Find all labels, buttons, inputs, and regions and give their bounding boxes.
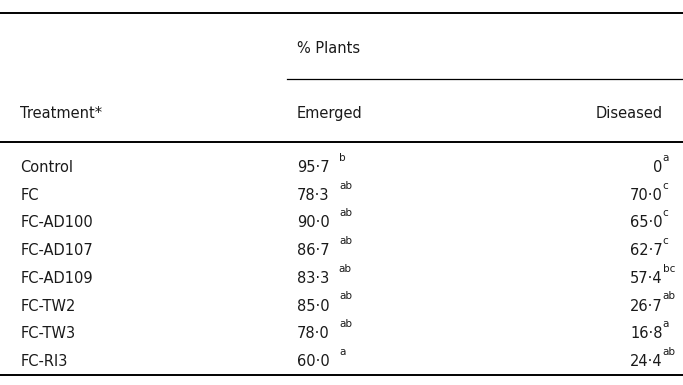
Text: bc: bc — [663, 264, 675, 274]
Text: Control: Control — [20, 160, 74, 175]
Text: ab: ab — [339, 264, 352, 274]
Text: 83·3: 83·3 — [297, 271, 329, 286]
Text: 24·4: 24·4 — [630, 354, 663, 369]
Text: FC-AD107: FC-AD107 — [20, 243, 94, 258]
Text: ab: ab — [339, 181, 352, 191]
Text: a: a — [663, 319, 669, 329]
Text: 57·4: 57·4 — [630, 271, 663, 286]
Text: b: b — [339, 153, 346, 163]
Text: ab: ab — [339, 291, 352, 301]
Text: % Plants: % Plants — [297, 41, 360, 55]
Text: a: a — [663, 153, 669, 163]
Text: 78·0: 78·0 — [297, 326, 330, 341]
Text: 85·0: 85·0 — [297, 299, 330, 313]
Text: FC-TW2: FC-TW2 — [20, 299, 76, 313]
Text: ab: ab — [339, 236, 352, 246]
Text: 95·7: 95·7 — [297, 160, 330, 175]
Text: FC-AD109: FC-AD109 — [20, 271, 93, 286]
Text: 90·0: 90·0 — [297, 216, 330, 230]
Text: FC-AD100: FC-AD100 — [20, 216, 94, 230]
Text: Diseased: Diseased — [596, 106, 663, 121]
Text: 0: 0 — [653, 160, 663, 175]
Text: 65·0: 65·0 — [630, 216, 663, 230]
Text: ab: ab — [339, 319, 352, 329]
Text: a: a — [339, 347, 346, 357]
Text: FC: FC — [20, 188, 39, 203]
Text: 60·0: 60·0 — [297, 354, 330, 369]
Text: ab: ab — [663, 291, 675, 301]
Text: FC-RI3: FC-RI3 — [20, 354, 68, 369]
Text: 26·7: 26·7 — [630, 299, 663, 313]
Text: c: c — [663, 208, 668, 218]
Text: ab: ab — [339, 208, 352, 218]
Text: Treatment*: Treatment* — [20, 106, 102, 121]
Text: 16·8: 16·8 — [630, 326, 663, 341]
Text: c: c — [663, 181, 668, 191]
Text: c: c — [663, 236, 668, 246]
Text: 62·7: 62·7 — [630, 243, 663, 258]
Text: 86·7: 86·7 — [297, 243, 330, 258]
Text: 78·3: 78·3 — [297, 188, 330, 203]
Text: Emerged: Emerged — [297, 106, 363, 121]
Text: 70·0: 70·0 — [630, 188, 663, 203]
Text: ab: ab — [663, 347, 675, 357]
Text: FC-TW3: FC-TW3 — [20, 326, 76, 341]
